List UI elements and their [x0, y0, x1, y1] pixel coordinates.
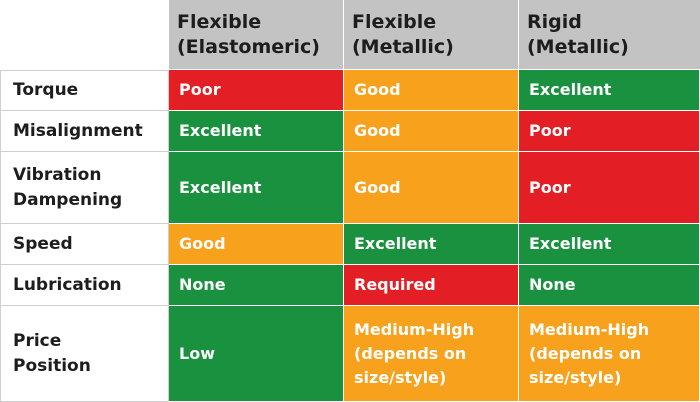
column-header-flexible-metallic: Flexible (Metallic) — [344, 0, 519, 70]
table-cell: Medium-High (depends on size/style) — [344, 306, 519, 402]
table-cell: None — [519, 265, 700, 306]
row-label-torque: Torque — [0, 70, 169, 111]
table-cell: None — [169, 265, 344, 306]
table-cell: Poor — [519, 152, 700, 224]
row-label-misalignment: Misalignment — [0, 111, 169, 152]
column-header-flexible-elastomeric: Flexible (Elastomeric) — [169, 0, 344, 70]
table-cell: Poor — [519, 111, 700, 152]
row-label-vibration-dampening: Vibration Dampening — [0, 152, 169, 224]
column-header-rigid-metallic: Rigid (Metallic) — [519, 0, 700, 70]
row-label-price-position: Price Position — [0, 306, 169, 402]
row-label-speed: Speed — [0, 224, 169, 265]
table-cell: Medium-High (depends on size/style) — [519, 306, 700, 402]
row-label-lubrication: Lubrication — [0, 265, 169, 306]
table-cell: Required — [344, 265, 519, 306]
table-cell: Excellent — [519, 70, 700, 111]
table-cell: Good — [344, 152, 519, 224]
table-cell: Excellent — [169, 111, 344, 152]
table-cell: Excellent — [169, 152, 344, 224]
table-cell: Poor — [169, 70, 344, 111]
table-cell: Excellent — [519, 224, 700, 265]
table-cell: Good — [344, 111, 519, 152]
table-corner — [0, 0, 169, 70]
table-cell: Low — [169, 306, 344, 402]
table-cell: Good — [344, 70, 519, 111]
table-cell: Good — [169, 224, 344, 265]
table-cell: Excellent — [344, 224, 519, 265]
